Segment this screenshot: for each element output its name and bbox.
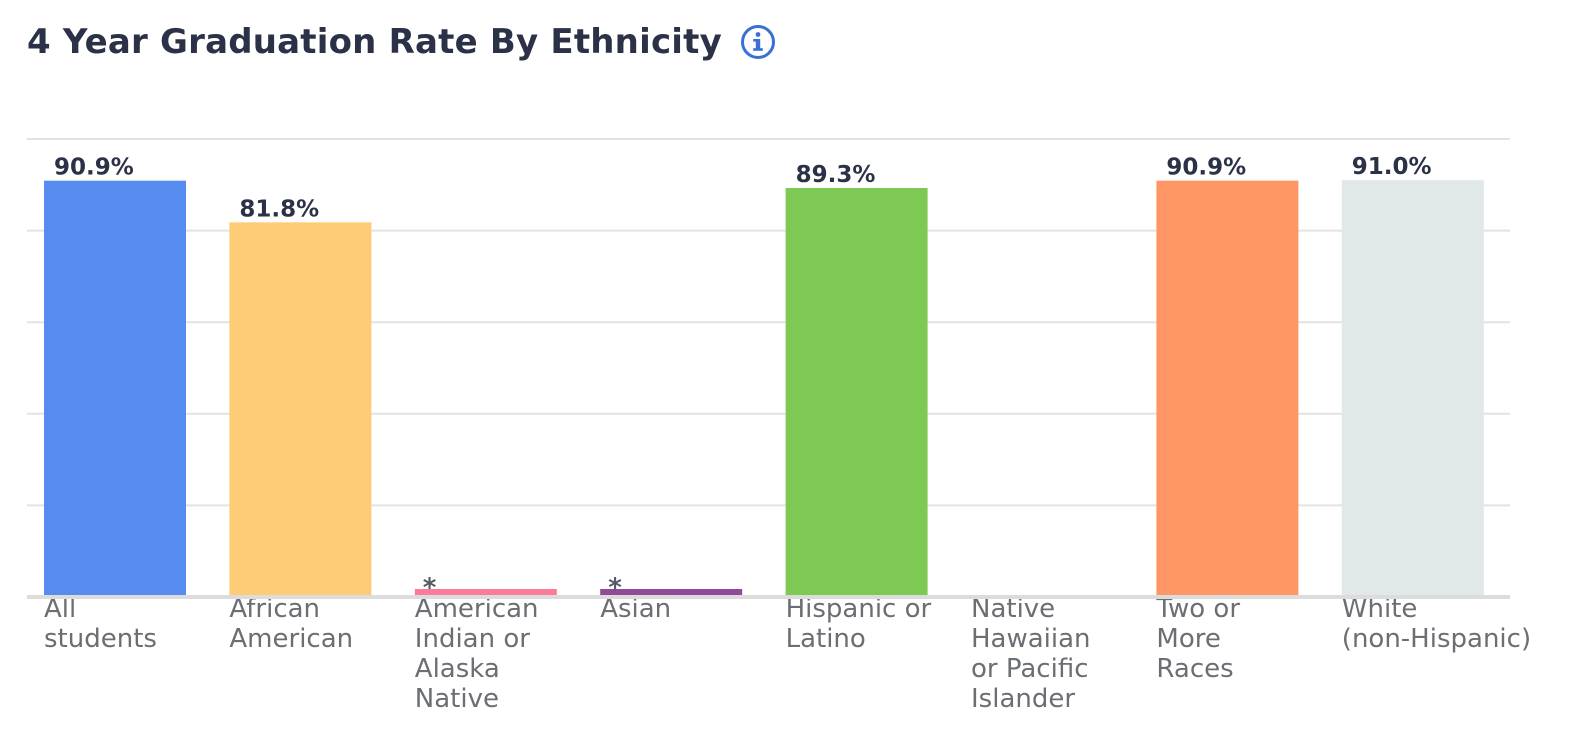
category-label: All students: [44, 594, 157, 654]
category-label-line: (non-Hispanic): [1342, 624, 1531, 654]
category-label-line: Latino: [786, 624, 866, 654]
category-label-line: Races: [1156, 654, 1233, 684]
bar: [785, 188, 928, 598]
chart-title: 4 Year Graduation Rate By Ethnicity: [27, 22, 722, 62]
category-label-line: students: [44, 624, 157, 654]
bar-value-label: 81.8%: [239, 196, 319, 222]
category-label: White (non-Hispanic): [1342, 594, 1531, 654]
category-label-line: American: [229, 624, 353, 654]
category-label-line: Indian or: [415, 624, 530, 654]
category-label-line: More: [1156, 624, 1220, 654]
bar: [1341, 180, 1484, 597]
bar-value-label: 89.3%: [796, 162, 876, 188]
bar-value-label: 90.9%: [1166, 155, 1246, 181]
bar: [1156, 180, 1299, 598]
category-label-line: Alaska: [415, 654, 500, 684]
bar-value-label: 90.9%: [54, 155, 134, 181]
info-circle-icon[interactable]: [740, 24, 776, 60]
category-label: American Indian or Alaska Native: [415, 594, 539, 714]
suppressed-bar: [600, 589, 743, 597]
category-label: Native Hawaiian or Pacific Islander: [971, 594, 1091, 714]
category-label: African American: [229, 594, 353, 654]
category-label: Two or More Races: [1155, 594, 1240, 684]
suppressed-bar: [414, 589, 557, 597]
category-label-line: or Pacific: [971, 654, 1089, 684]
category-label-line: Islander: [971, 684, 1075, 714]
category-label: Hispanic or Latino: [786, 594, 932, 654]
category-label-line: Hawaiian: [971, 624, 1091, 654]
bar-value-label: 91.0%: [1352, 154, 1432, 180]
bar: [229, 222, 372, 597]
bar: [44, 180, 186, 598]
chart-header: 4 Year Graduation Rate By Ethnicity: [27, 22, 776, 62]
category-label-line: Native: [415, 684, 499, 714]
